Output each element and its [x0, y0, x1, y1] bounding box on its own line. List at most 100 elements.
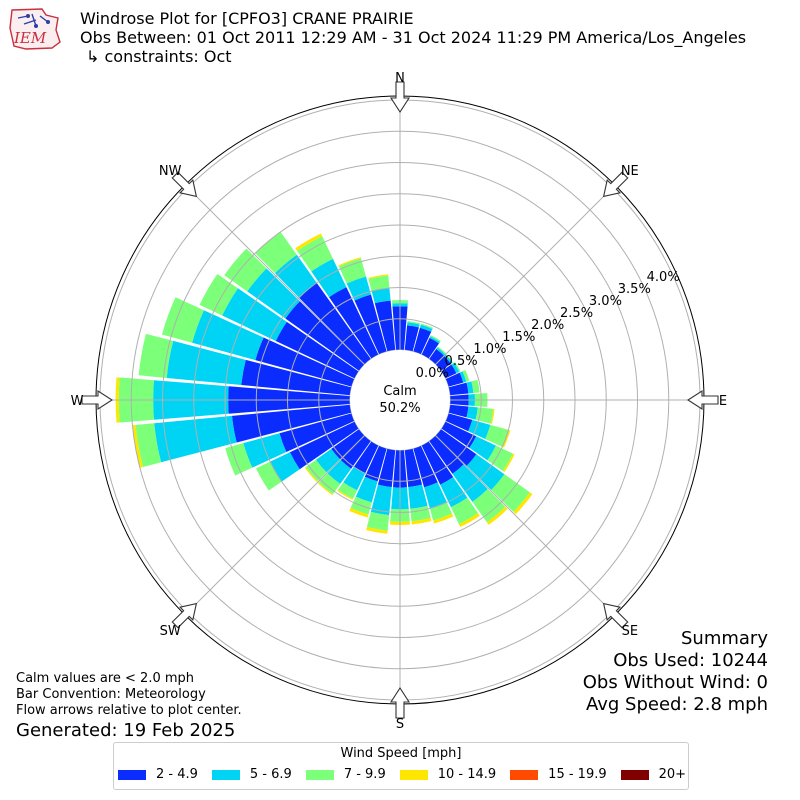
grid-spoke — [435, 435, 616, 616]
bar-segment — [353, 441, 379, 474]
bar-segment — [435, 428, 477, 466]
bar-segment — [355, 476, 378, 503]
bar-convention: Bar Convention: Meteorology — [16, 687, 206, 702]
direction-label-ne: NE — [621, 164, 639, 179]
logo-text: IEM — [13, 29, 47, 47]
radial-tick-label: 3.0% — [589, 294, 622, 309]
bar-segment — [404, 325, 419, 352]
iem-logo: IEM — [9, 8, 61, 50]
legend-label: 10 - 14.9 — [437, 767, 497, 782]
bar-segment — [462, 370, 470, 382]
bar-segment — [299, 282, 372, 365]
flow-arrow-icon — [389, 81, 411, 114]
flow-arrow-icon — [389, 686, 411, 719]
bar-segment — [317, 482, 334, 496]
legend-swatch — [510, 769, 539, 780]
legend-entry: 7 - 9.9 — [305, 767, 386, 782]
flow-arrow-icon — [602, 602, 629, 629]
radial-tick-label: 0.5% — [445, 354, 478, 369]
notes: Calm values are < 2.0 mph Bar Convention… — [16, 671, 242, 719]
legend-entry: 20+ — [620, 767, 686, 782]
legend-swatch — [620, 769, 649, 780]
bar-segment — [247, 268, 300, 319]
network-lines-shape — [17, 13, 49, 27]
bar-segment — [429, 336, 441, 344]
bar-segment — [368, 275, 390, 292]
bar-segment — [444, 354, 453, 364]
bar-segment — [364, 445, 387, 482]
bar-segment — [166, 340, 246, 386]
flow-arrow-shape — [602, 602, 629, 629]
bar-segment — [428, 435, 464, 474]
radial-tick-label: 4.0% — [647, 270, 680, 285]
bar-segment — [305, 459, 327, 482]
bar-segment — [349, 507, 369, 518]
bar-segment — [469, 436, 496, 461]
bar-segment — [255, 231, 297, 274]
bar-segment — [377, 448, 396, 488]
flow-arrow-shape — [171, 171, 198, 198]
bar-segment — [241, 359, 352, 396]
radial-tick-label: 2.5% — [560, 306, 593, 321]
bar-segment — [491, 474, 530, 512]
bar-segment — [413, 445, 438, 488]
bar-segment — [411, 517, 432, 525]
legend-swatch — [211, 769, 240, 780]
bar-segment — [466, 381, 474, 394]
legend-swatch — [118, 769, 146, 780]
bar-segment — [513, 492, 533, 515]
flow-arrow-icon — [81, 389, 114, 411]
direction-label-se: SE — [622, 624, 638, 639]
bar-segment — [448, 382, 469, 396]
bar-segment — [370, 484, 392, 516]
bar-segment — [430, 335, 441, 342]
direction-labels: N NE E SE S SW W NW — [71, 71, 728, 732]
bar-segment — [459, 371, 467, 383]
bar-segment — [338, 257, 361, 267]
flow-arrow-shape — [686, 389, 719, 411]
flow-arrow-icon — [171, 171, 198, 198]
bar-segment — [472, 489, 506, 523]
bar-segment — [413, 327, 432, 355]
grid-spoke — [184, 435, 365, 616]
bar-segment — [440, 477, 468, 508]
direction-label-s: S — [396, 717, 404, 732]
header: Windrose Plot for [CPFO3] CRANE PRAIRIE … — [80, 9, 746, 66]
direction-label-w: W — [71, 394, 84, 409]
bar-segment — [436, 347, 446, 356]
bar-segment — [468, 419, 491, 440]
summary-title: Summary — [681, 628, 768, 649]
bar-segment — [437, 346, 447, 355]
radial-tick-label: 1.0% — [473, 342, 506, 357]
bar-segment — [315, 448, 340, 473]
direction-arrows — [81, 81, 719, 719]
flow-arrow-icon — [602, 171, 629, 198]
bar-segment — [199, 274, 238, 316]
flow-arrow-shape — [81, 389, 114, 411]
summary-box: Summary Obs Used: 10244 Obs Without Wind… — [583, 628, 768, 716]
direction-label-sw: SW — [160, 624, 181, 639]
legend-entry: 10 - 14.9 — [399, 767, 497, 782]
bar-segment — [487, 445, 513, 471]
flow-arrow-shape — [171, 602, 198, 629]
bar-segment — [428, 349, 444, 365]
bar-segment — [366, 527, 388, 534]
legend-swatch — [305, 769, 334, 780]
bar-segment — [243, 433, 287, 468]
bar-segment — [419, 324, 433, 332]
legend-swatch — [399, 769, 428, 780]
bar-segment — [424, 482, 447, 509]
bar-segment — [421, 441, 454, 485]
bar-segment — [224, 248, 267, 292]
bar-segment — [371, 287, 391, 304]
bar-segment — [490, 408, 495, 424]
bar-segment — [295, 233, 323, 251]
radial-tick-label: 2.0% — [531, 318, 564, 333]
legend-label: 7 - 9.9 — [343, 767, 386, 782]
bar-segment — [192, 310, 264, 361]
bar-segment — [346, 276, 371, 301]
direction-label-n: N — [395, 71, 405, 86]
bar-segment — [337, 490, 354, 500]
bar-segment — [452, 464, 488, 502]
obs-between: Obs Between: 01 Oct 2011 12:29 AM - 31 O… — [80, 28, 747, 47]
